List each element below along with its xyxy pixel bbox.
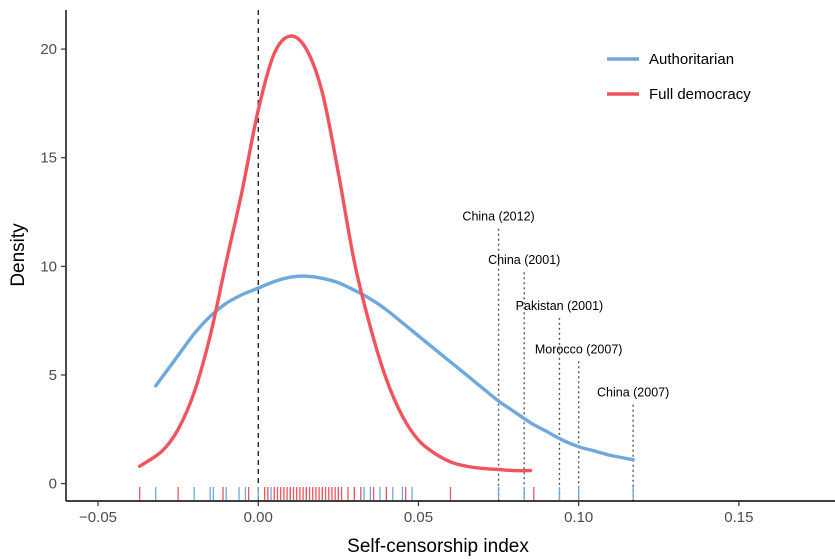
x-tick-label-3: 0.10 [564, 509, 593, 526]
annotation-label-3: Morocco (2007) [535, 342, 623, 356]
y-tick-label-2: 10 [40, 258, 57, 275]
series-line-authoritarian [154, 274, 635, 462]
series-layer [138, 34, 635, 473]
x-tick-label-1: 0.00 [244, 509, 273, 526]
y-axis-title: Density [8, 223, 29, 287]
x-tick-label-0: −0.05 [79, 509, 117, 526]
axes-layer [65, 10, 835, 502]
y-tick-label-3: 15 [40, 150, 57, 167]
series-line-full-democracy [138, 34, 533, 473]
annotation-label-4: China (2007) [597, 386, 669, 400]
ticks-layer: −0.05 0.00 0.05 0.10 0.15 0 5 10 15 20 [40, 41, 753, 526]
y-tick-label-0: 0 [49, 476, 57, 493]
x-axis-title: Self-censorship index [347, 536, 529, 557]
annotation-label-1: China (2001) [488, 253, 560, 267]
y-tick-label-1: 5 [49, 367, 57, 384]
annotation-label-0: China (2012) [462, 210, 534, 224]
legend-label-authoritarian: Authoritarian [649, 51, 734, 68]
x-tick-label-4: 0.15 [724, 509, 753, 526]
legend-label-full-democracy: Full democracy [649, 86, 751, 103]
y-tick-label-4: 20 [40, 41, 57, 58]
x-tick-label-2: 0.05 [404, 509, 433, 526]
rug-layer [139, 487, 634, 500]
annotation-label-2: Pakistan (2001) [516, 299, 604, 313]
annotation-layer: China (2012) China (2001) Pakistan (2001) M… [462, 210, 669, 501]
legend: Authoritarian Full democracy [607, 51, 751, 103]
